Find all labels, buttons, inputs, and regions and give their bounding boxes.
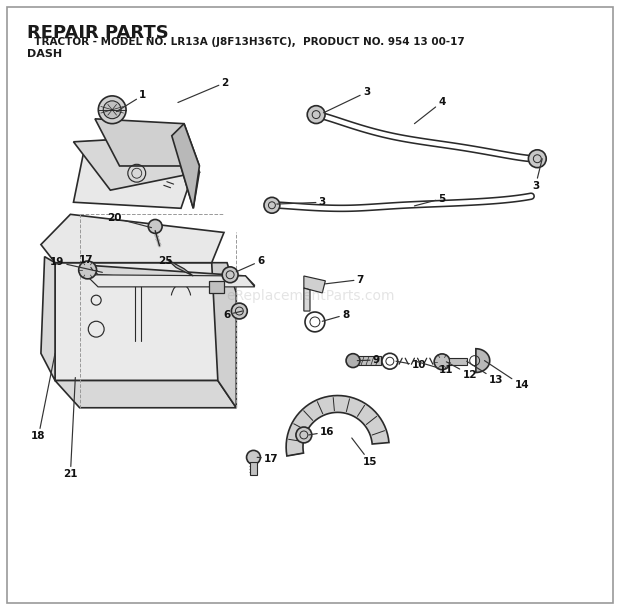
Text: 7: 7 [326, 274, 364, 285]
Text: REPAIR PARTS: REPAIR PARTS [27, 24, 169, 42]
Polygon shape [250, 462, 257, 475]
Polygon shape [95, 119, 200, 166]
Polygon shape [167, 260, 193, 276]
Circle shape [346, 354, 360, 368]
Circle shape [99, 96, 126, 124]
Polygon shape [55, 381, 236, 407]
Polygon shape [172, 136, 200, 208]
Text: 17: 17 [257, 453, 278, 464]
Circle shape [434, 354, 450, 370]
Text: 3: 3 [277, 197, 326, 207]
Circle shape [247, 450, 260, 464]
Text: 3: 3 [324, 87, 370, 113]
Circle shape [79, 261, 97, 279]
Text: 19: 19 [50, 257, 102, 272]
Text: 14: 14 [484, 361, 529, 390]
Text: 6: 6 [223, 310, 242, 320]
Text: eReplacementParts.com: eReplacementParts.com [226, 289, 394, 303]
Polygon shape [450, 357, 467, 365]
Text: 20: 20 [107, 213, 151, 228]
Circle shape [264, 198, 280, 213]
Text: 5: 5 [414, 193, 446, 206]
Polygon shape [211, 263, 236, 407]
Text: 17: 17 [79, 254, 93, 270]
Polygon shape [86, 265, 255, 285]
Circle shape [104, 101, 121, 119]
Circle shape [308, 106, 325, 123]
Text: TRACTOR - MODEL NO. LR13A (J8F13H36TC),  PRODUCT NO. 954 13 00-17: TRACTOR - MODEL NO. LR13A (J8F13H36TC), … [27, 37, 465, 46]
Polygon shape [286, 395, 389, 456]
Text: 16: 16 [309, 427, 334, 437]
Polygon shape [41, 257, 55, 381]
Text: 4: 4 [414, 97, 446, 124]
Circle shape [222, 267, 238, 282]
Text: 6: 6 [236, 256, 265, 272]
Polygon shape [209, 281, 224, 293]
Text: 25: 25 [157, 256, 176, 266]
Circle shape [528, 150, 546, 168]
Text: 15: 15 [352, 438, 378, 467]
Text: 8: 8 [322, 310, 349, 321]
Text: 21: 21 [63, 378, 78, 479]
Text: 1: 1 [117, 90, 146, 112]
Polygon shape [74, 136, 200, 190]
Polygon shape [172, 124, 200, 208]
Text: 13: 13 [467, 361, 503, 385]
Circle shape [296, 427, 312, 443]
Polygon shape [86, 274, 255, 287]
Circle shape [148, 220, 162, 234]
Text: 2: 2 [178, 77, 229, 102]
Text: 3: 3 [532, 159, 542, 191]
Polygon shape [353, 356, 381, 365]
Polygon shape [74, 136, 193, 208]
Text: 18: 18 [31, 353, 55, 441]
Polygon shape [476, 349, 490, 373]
Text: 11: 11 [415, 361, 454, 375]
Text: 9: 9 [357, 355, 380, 365]
Polygon shape [55, 263, 227, 381]
Text: DASH: DASH [27, 49, 63, 59]
Polygon shape [304, 276, 326, 293]
Circle shape [231, 303, 247, 319]
Polygon shape [304, 288, 310, 311]
Polygon shape [41, 214, 224, 263]
Text: 10: 10 [396, 361, 427, 370]
Text: 12: 12 [446, 362, 477, 379]
